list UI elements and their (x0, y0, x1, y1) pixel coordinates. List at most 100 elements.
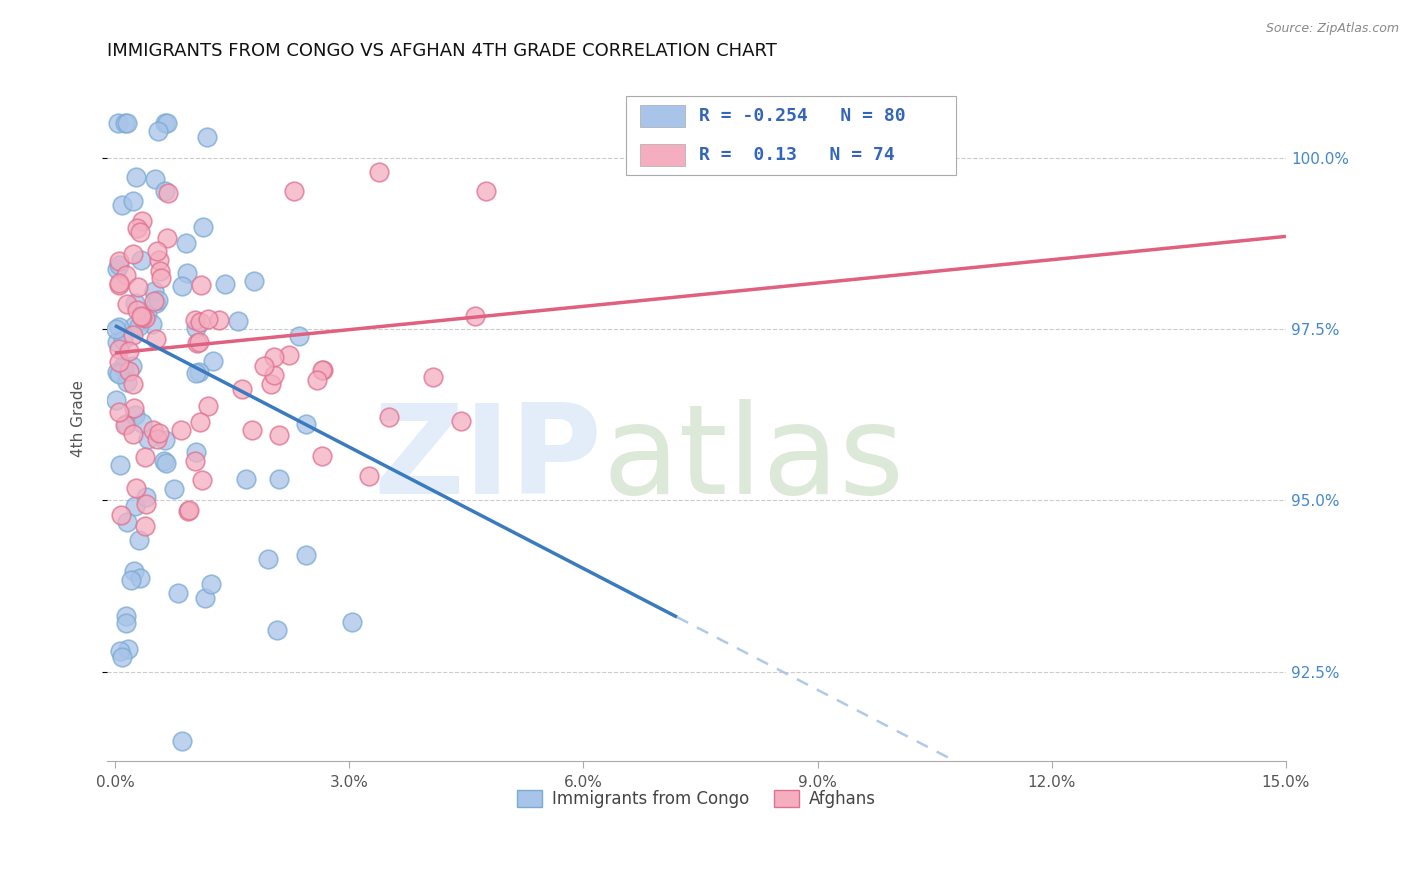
Point (124, 296, 146, 310)
Point (266, 623, 288, 637)
Point (253, 359, 276, 373)
Point (311, 449, 333, 463)
Point (340, 615, 363, 629)
Point (155, 456, 177, 470)
Point (115, 417, 138, 431)
Point (134, 519, 156, 533)
Point (108, 368, 131, 382)
Point (110, 644, 132, 658)
Point (170, 733, 193, 747)
Point (129, 225, 152, 239)
Point (142, 294, 165, 309)
Point (107, 405, 129, 419)
Point (122, 194, 145, 209)
Point (122, 327, 145, 342)
Point (141, 317, 163, 331)
Point (128, 571, 150, 585)
Point (107, 261, 129, 276)
Point (163, 483, 186, 497)
Point (153, 184, 176, 198)
Point (118, 364, 141, 378)
Point (127, 280, 149, 294)
Point (122, 318, 145, 333)
Point (105, 392, 128, 407)
Point (125, 221, 148, 235)
Point (263, 368, 285, 382)
Point (188, 334, 211, 349)
Point (108, 458, 131, 472)
Point (118, 344, 141, 359)
Point (288, 328, 311, 343)
Point (170, 424, 193, 438)
Point (131, 214, 153, 228)
Point (121, 247, 143, 261)
Point (112, 360, 135, 375)
Point (184, 366, 207, 380)
Point (311, 363, 333, 377)
Point (112, 360, 135, 375)
Point (146, 293, 169, 307)
Point (240, 423, 263, 437)
Point (153, 434, 176, 448)
Point (208, 312, 231, 326)
Point (378, 410, 401, 425)
Point (172, 279, 194, 293)
Point (294, 417, 316, 431)
Point (122, 401, 145, 415)
Point (135, 497, 157, 511)
Point (135, 308, 157, 322)
Point (312, 363, 335, 377)
Point (475, 185, 498, 199)
Point (359, 469, 381, 483)
Point (131, 310, 153, 324)
Point (115, 376, 138, 390)
Point (194, 591, 217, 605)
Point (197, 312, 219, 326)
Point (131, 416, 153, 430)
Point (108, 354, 131, 368)
Point (114, 268, 136, 283)
Point (149, 271, 172, 285)
Point (115, 516, 138, 530)
Point (177, 504, 200, 518)
Point (200, 576, 222, 591)
Point (148, 425, 170, 440)
Point (134, 450, 156, 464)
Point (190, 277, 212, 292)
Point (112, 359, 135, 373)
Point (278, 348, 301, 362)
Point (193, 220, 215, 235)
Text: atlas: atlas (602, 399, 904, 520)
Point (263, 350, 285, 364)
Point (107, 342, 129, 356)
Point (129, 253, 152, 268)
Point (143, 285, 166, 299)
Point (235, 471, 257, 485)
Point (128, 533, 150, 547)
Point (367, 165, 389, 179)
Point (124, 499, 146, 513)
Bar (640, 105, 685, 127)
Point (128, 319, 150, 334)
Point (214, 277, 236, 291)
Point (190, 315, 212, 329)
Text: ZIP: ZIP (374, 399, 602, 520)
Point (464, 309, 486, 323)
Point (145, 332, 167, 346)
Point (121, 376, 143, 391)
Point (167, 586, 190, 600)
FancyBboxPatch shape (626, 95, 956, 175)
Point (184, 320, 207, 334)
Point (186, 445, 208, 459)
Point (145, 432, 167, 446)
Point (155, 116, 177, 130)
Point (112, 333, 135, 347)
Point (267, 427, 290, 442)
Point (114, 116, 136, 130)
Point (422, 370, 444, 384)
Point (176, 266, 198, 280)
Point (125, 481, 148, 495)
Point (146, 124, 169, 138)
Point (283, 184, 305, 198)
Point (105, 335, 128, 350)
